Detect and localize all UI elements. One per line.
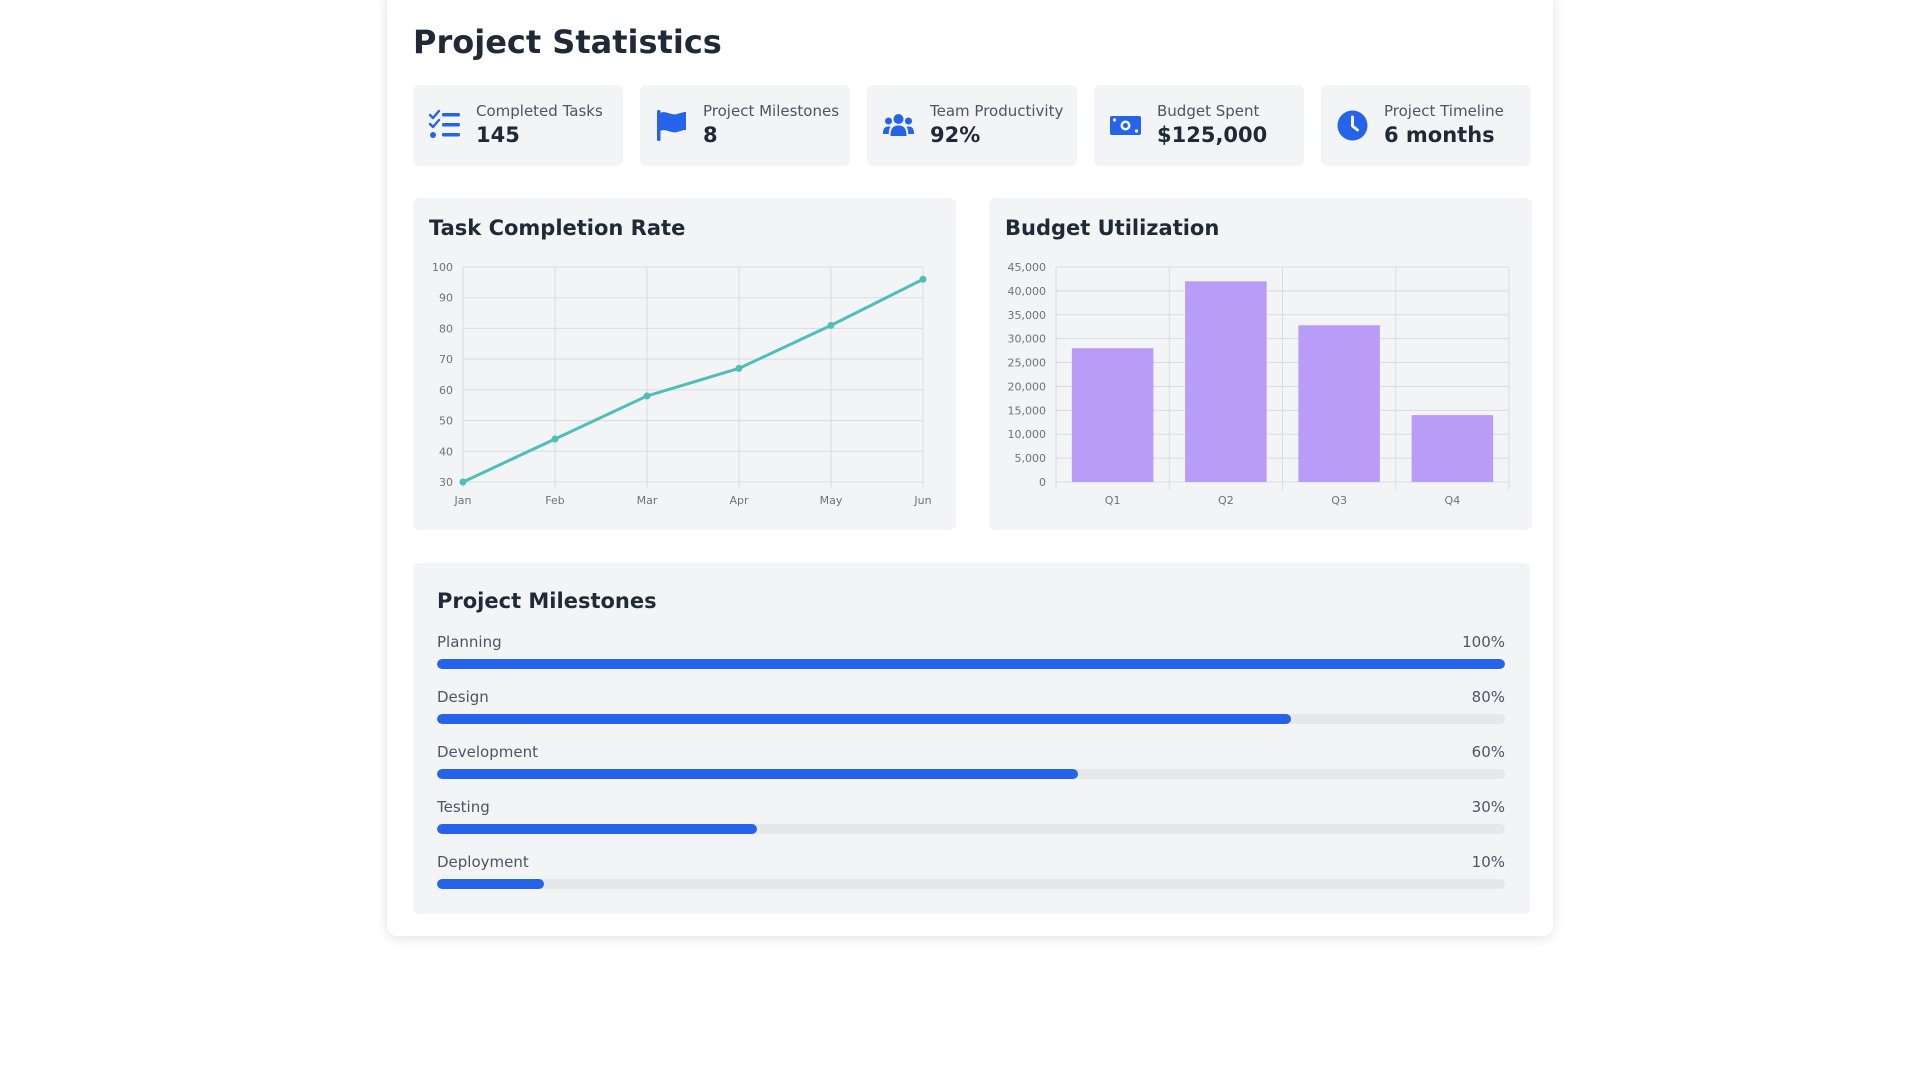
y-tick-label: 60 [439, 384, 453, 397]
y-tick-label: 35,000 [1008, 309, 1047, 322]
stat-card-team-productivity: Team Productivity 92% [867, 85, 1077, 166]
milestone-label: Deployment [437, 853, 529, 871]
y-tick-label: 0 [1039, 476, 1046, 489]
y-tick-label: 5,000 [1015, 452, 1047, 465]
y-tick-label: 30 [439, 476, 453, 489]
y-tick-label: 40,000 [1008, 285, 1047, 298]
milestone-row: Testing 30% [437, 798, 1505, 838]
task-completion-panel: Task Completion Rate 30 40 50 60 70 80 90 100 Ja… [413, 198, 956, 530]
data-point [643, 392, 651, 400]
milestone-percent: 60% [1471, 743, 1505, 761]
bar [1411, 415, 1494, 482]
progress-fill [437, 769, 1078, 779]
x-tick-label: Q2 [1218, 494, 1234, 507]
x-tick-label: Mar [637, 494, 658, 507]
x-tick-label: Q4 [1445, 494, 1461, 507]
panel-title: Task Completion Rate [429, 216, 686, 240]
milestone-label: Design [437, 688, 489, 706]
milestone-percent: 80% [1471, 688, 1505, 706]
y-tick-label: 70 [439, 353, 453, 366]
task-completion-chart: 30 40 50 60 70 80 90 100 Jan Feb Mar Apr May Jun [432, 261, 932, 507]
x-tick-label: May [820, 494, 843, 507]
clock-icon [1336, 109, 1369, 142]
y-tick-label: 20,000 [1008, 380, 1047, 393]
progress-track [437, 714, 1505, 724]
y-tick-label: 40 [439, 445, 453, 458]
x-tick-label: Apr [729, 494, 749, 507]
progress-fill [437, 659, 1505, 669]
progress-track [437, 879, 1505, 889]
data-point [551, 435, 559, 443]
x-tick-label: Jun [913, 494, 931, 507]
stat-value: $125,000 [1157, 123, 1268, 147]
stat-value: 8 [703, 123, 718, 147]
progress-fill [437, 714, 1292, 724]
stat-label: Budget Spent [1157, 102, 1260, 120]
stat-card-completed-tasks: Completed Tasks 145 [413, 85, 623, 166]
users-icon [882, 109, 915, 142]
data-point [827, 321, 835, 329]
budget-utilization-chart: 0 5,000 10,000 15,000 20,000 25,000 30,000 35,0… [1008, 261, 1510, 507]
data-point [459, 478, 467, 486]
milestone-percent: 10% [1471, 853, 1505, 871]
y-tick-label: 80 [439, 322, 453, 335]
x-tick-label: Jan [454, 494, 472, 507]
y-tick-label: 15,000 [1008, 404, 1047, 417]
y-tick-label: 30,000 [1008, 333, 1047, 346]
y-tick-label: 45,000 [1008, 261, 1047, 274]
stat-value: 145 [476, 123, 520, 147]
data-point [735, 364, 743, 372]
stat-value: 92% [930, 123, 981, 147]
milestone-label: Testing [437, 798, 490, 816]
stat-card-project-milestones: Project Milestones 8 [640, 85, 850, 166]
x-tick-label: Q1 [1105, 494, 1121, 507]
progress-track [437, 769, 1505, 779]
data-point [919, 275, 927, 283]
series-line [462, 277, 924, 484]
y-tick-label: 10,000 [1008, 428, 1047, 441]
stat-label: Completed Tasks [476, 102, 603, 120]
panel-title: Project Milestones [437, 589, 657, 613]
bar [1185, 281, 1267, 482]
progress-track [437, 659, 1505, 669]
panel-title: Budget Utilization [1005, 216, 1220, 240]
milestone-row: Development 60% [437, 743, 1505, 783]
milestone-row: Design 80% [437, 688, 1505, 728]
milestone-label: Planning [437, 633, 502, 651]
stat-label: Project Timeline [1384, 102, 1504, 120]
bar [1071, 348, 1154, 482]
project-milestones-panel: Project Milestones Planning 100% Design … [413, 563, 1530, 914]
bar [1298, 325, 1380, 482]
y-tick-label: 50 [439, 415, 453, 428]
money-bill-icon [1109, 109, 1142, 142]
milestone-row: Deployment 10% [437, 853, 1505, 893]
page-title: Project Statistics [413, 23, 722, 61]
y-tick-label: 100 [432, 261, 453, 274]
x-tick-label: Q3 [1331, 494, 1347, 507]
stat-label: Project Milestones [703, 102, 840, 120]
stat-label: Team Productivity [930, 102, 1064, 120]
flag-icon [655, 109, 688, 142]
x-tick-label: Feb [545, 494, 564, 507]
milestone-percent: 30% [1471, 798, 1505, 816]
progress-fill [437, 879, 544, 889]
progress-fill [437, 824, 758, 834]
milestone-row: Planning 100% [437, 633, 1505, 673]
stats-row: Completed Tasks 145 Project Milestones 8… [413, 85, 1531, 166]
progress-track [437, 824, 1505, 834]
stat-card-project-timeline: Project Timeline 6 months [1321, 85, 1531, 166]
y-tick-label: 25,000 [1008, 357, 1047, 370]
y-tick-label: 90 [439, 292, 453, 305]
stat-card-budget-spent: Budget Spent $125,000 [1094, 85, 1304, 166]
milestone-percent: 100% [1462, 633, 1505, 651]
tasks-list-icon [428, 109, 461, 142]
budget-utilization-panel: Budget Utilization 0 5,000 10,000 15,000 20,… [989, 198, 1532, 530]
milestone-label: Development [437, 743, 538, 761]
stat-value: 6 months [1384, 123, 1495, 147]
